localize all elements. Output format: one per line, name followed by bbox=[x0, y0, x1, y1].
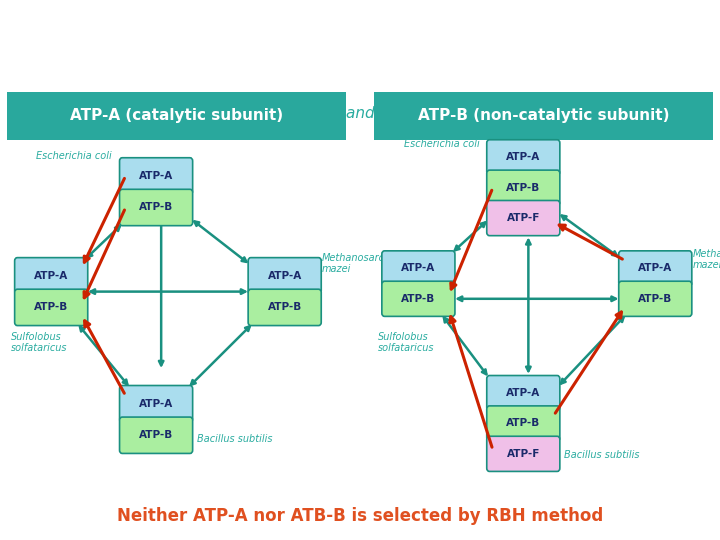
FancyBboxPatch shape bbox=[7, 92, 346, 140]
FancyBboxPatch shape bbox=[487, 140, 560, 175]
Text: ATP-A: ATP-A bbox=[139, 399, 174, 409]
FancyBboxPatch shape bbox=[618, 281, 692, 316]
Text: Case of 2 bacteria and 2 archaea species: Case of 2 bacteria and 2 archaea species bbox=[202, 106, 518, 121]
Text: ATP-A: ATP-A bbox=[401, 264, 436, 273]
FancyBboxPatch shape bbox=[120, 158, 193, 194]
Text: ATP-B: ATP-B bbox=[401, 294, 436, 304]
Text: ATP-B: ATP-B bbox=[506, 183, 541, 193]
Text: ATP-B: ATP-B bbox=[268, 302, 302, 312]
Text: ATP-A: ATP-A bbox=[506, 152, 541, 163]
Text: Sulfolobus
solfataricus: Sulfolobus solfataricus bbox=[11, 332, 67, 353]
FancyBboxPatch shape bbox=[14, 258, 88, 294]
FancyBboxPatch shape bbox=[487, 170, 560, 205]
Text: ATP-F: ATP-F bbox=[507, 213, 540, 223]
FancyBboxPatch shape bbox=[382, 251, 455, 286]
Text: ATP-B (non-catalytic subunit): ATP-B (non-catalytic subunit) bbox=[418, 109, 670, 123]
Text: Escherichia coli: Escherichia coli bbox=[36, 151, 112, 161]
Text: Bacillus subtilis: Bacillus subtilis bbox=[564, 450, 639, 461]
FancyBboxPatch shape bbox=[120, 417, 193, 454]
Text: ATP-B: ATP-B bbox=[638, 294, 672, 304]
Text: ATP-B: ATP-B bbox=[34, 302, 68, 312]
Text: Neither ATP-A nor ATB-B is selected by RBH method: Neither ATP-A nor ATB-B is selected by R… bbox=[117, 507, 603, 525]
FancyBboxPatch shape bbox=[487, 375, 560, 411]
Text: ATP-B: ATP-B bbox=[506, 418, 541, 428]
Text: ATP-A (catalytic subunit): ATP-A (catalytic subunit) bbox=[70, 109, 283, 123]
Text: ATP-B: ATP-B bbox=[139, 430, 174, 440]
FancyBboxPatch shape bbox=[248, 289, 321, 326]
Text: ATP-A: ATP-A bbox=[139, 171, 174, 181]
Text: Methanosarcina
mazei: Methanosarcina mazei bbox=[693, 249, 720, 271]
FancyBboxPatch shape bbox=[248, 258, 321, 294]
Text: Families of ATP-synthases: Families of ATP-synthases bbox=[75, 27, 645, 65]
FancyBboxPatch shape bbox=[14, 289, 88, 326]
Text: ATP-A: ATP-A bbox=[506, 388, 541, 398]
FancyBboxPatch shape bbox=[487, 200, 560, 235]
Text: ATP-A: ATP-A bbox=[268, 271, 302, 281]
Text: ATP-A: ATP-A bbox=[34, 271, 68, 281]
FancyBboxPatch shape bbox=[382, 281, 455, 316]
Text: Sulfolobus
solfataricus: Sulfolobus solfataricus bbox=[378, 332, 434, 353]
Text: ATP-B: ATP-B bbox=[139, 202, 174, 212]
Text: ATP-F: ATP-F bbox=[507, 449, 540, 459]
Text: Bacillus subtilis: Bacillus subtilis bbox=[197, 435, 272, 444]
Text: Methanosarcina
mazei: Methanosarcina mazei bbox=[322, 253, 400, 274]
FancyBboxPatch shape bbox=[487, 436, 560, 471]
Text: Escherichia coli: Escherichia coli bbox=[403, 139, 480, 148]
Text: ATP-A: ATP-A bbox=[638, 264, 672, 273]
FancyBboxPatch shape bbox=[374, 92, 713, 140]
FancyBboxPatch shape bbox=[120, 190, 193, 226]
FancyBboxPatch shape bbox=[487, 406, 560, 441]
FancyBboxPatch shape bbox=[120, 386, 193, 422]
FancyBboxPatch shape bbox=[618, 251, 692, 286]
